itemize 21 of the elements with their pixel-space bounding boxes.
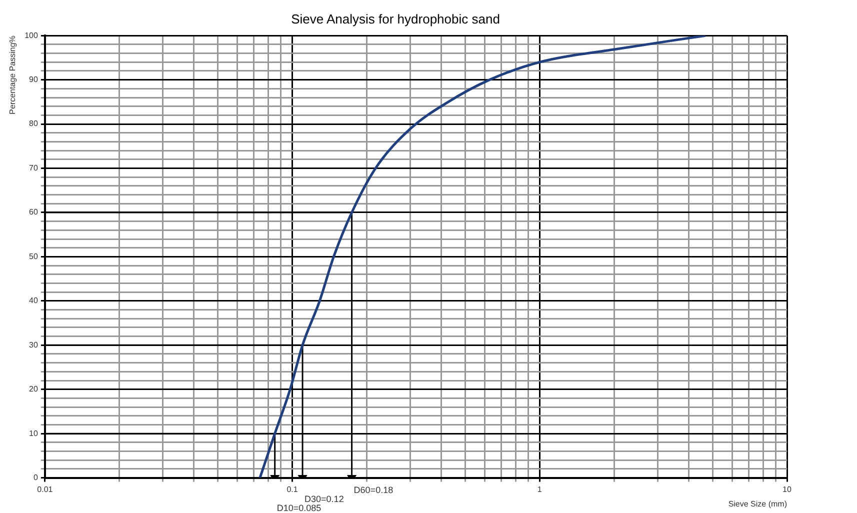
x-tick-label: 0.1 — [286, 484, 298, 494]
y-tick-label: 90 — [29, 75, 38, 84]
x-axis-title: Sieve Size (mm) — [728, 499, 788, 508]
x-tick-label: 0.01 — [37, 484, 54, 494]
y-tick-label: 40 — [29, 296, 38, 306]
annotation: D30=0.12 — [304, 494, 344, 504]
x-tick-label: 10 — [782, 484, 792, 494]
y-tick-label: 60 — [29, 208, 38, 217]
y-tick-label: 70 — [29, 163, 38, 172]
annotation: D60=0.18 — [354, 484, 394, 495]
y-tick-label: 80 — [29, 119, 38, 128]
x-tick-label: 1 — [537, 484, 542, 494]
y-tick-label: 0 — [33, 473, 38, 482]
annotation: D10=0.085 — [276, 502, 322, 513]
y-tick-label: 30 — [29, 340, 38, 350]
chart-title: Sieve Analysis for hydrophobic sand — [291, 11, 500, 26]
y-tick-label: 10 — [29, 428, 38, 438]
y-axis-title: Percentage Passing% — [8, 36, 18, 114]
y-tick-label: 100 — [24, 30, 38, 40]
y-tick-label: 50 — [29, 252, 38, 261]
y-tick-label: 20 — [29, 384, 38, 394]
